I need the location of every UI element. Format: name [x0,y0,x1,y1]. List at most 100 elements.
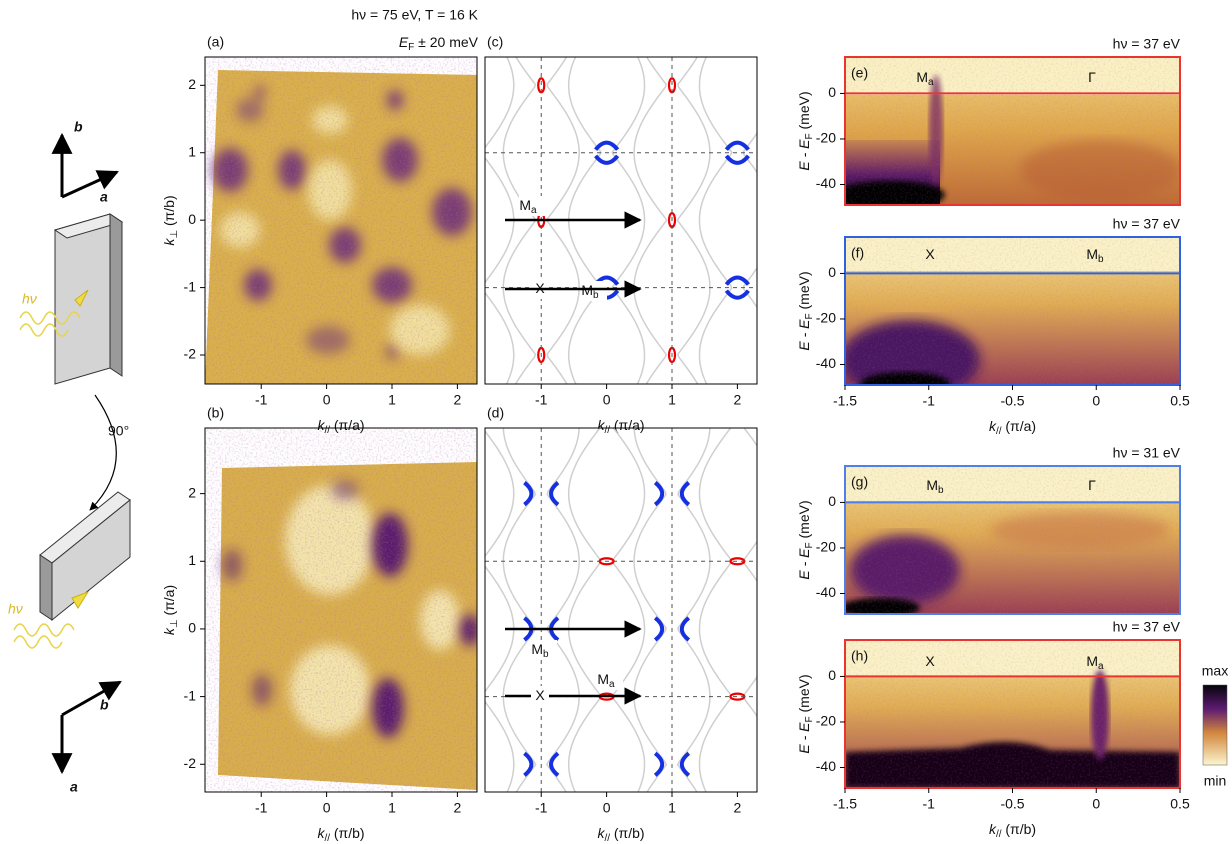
panel-frame [844,56,1181,206]
label-sub: b [593,290,599,301]
label-main: X [925,653,935,669]
heatmap [205,57,477,384]
label-main: k [161,627,177,635]
heatmap [845,466,1180,614]
fermi-contours [485,428,840,792]
heatmap [845,237,1180,385]
label-main: Γ [1088,69,1096,85]
annotation: X [535,687,545,703]
band-contour [765,428,797,792]
x-tick-label: 0 [1092,393,1100,409]
y-tick-label: 0 [828,84,836,100]
electron-pocket [724,275,750,286]
y-tick-label: -1 [184,687,197,703]
y-axis-label: E - EF (meV) [796,500,815,579]
fermi-surface [485,428,840,792]
x-axis-label: k// (π/a) [317,417,364,436]
schematic [13,132,131,775]
annotation: Ma [597,671,615,690]
panel-label: (b) [207,405,224,421]
y-tick-label: -20 [816,130,836,146]
label-sub: // [324,833,330,844]
label-sub: ⊥ [169,619,180,628]
label-main: k [317,825,325,841]
y-axis-label: E - EF (meV) [796,271,815,350]
label-main: M [531,641,543,657]
label-sub: a [928,77,934,88]
label-main: k [989,821,997,837]
x-tick-label: 2 [453,800,461,816]
x-tick-label: -1 [255,392,268,408]
x-tick-label: -1 [535,392,548,408]
label-sub: // [996,426,1002,437]
y-tick-label: -2 [184,755,197,771]
photon-label: hν [22,291,37,307]
band-contour [765,57,798,384]
panel-label: (c) [487,34,503,50]
y-axis-label: k⊥ (π/a) [161,585,180,635]
label-main: X [925,246,935,262]
x-axis-label: k// (π/b) [989,821,1036,840]
panel-label: (a) [207,34,224,50]
electron-pocket [679,481,691,507]
label-unit: (π/a) [161,585,177,620]
y-tick-label: -40 [816,758,836,774]
y-axis-label: k⊥ (π/b) [161,195,180,245]
label-unit: (π/b) [330,825,365,841]
y-tick-label: -20 [816,713,836,729]
label-main: k [317,417,325,433]
electron-pocket [724,289,750,300]
x-tick-label: 0 [1092,796,1100,812]
annotation-bg [597,670,623,690]
label-unit: (π/b) [1002,821,1037,837]
axis-label: b [74,119,83,135]
label-unit: (meV) [796,500,812,542]
x-axis-label: k// (π/a) [597,417,644,436]
label-sub: ⊥ [169,230,180,239]
header-line2: EF ± 20 meV [399,34,479,53]
label-unit: (π/a) [610,417,645,433]
label-unit: (π/b) [610,825,645,841]
panel-frame [484,427,758,793]
panel-frame [844,465,1181,615]
band-contour [808,428,840,792]
x-tick-label: 0 [603,800,611,816]
label-main: E - E [796,139,812,171]
x-axis-label: k// (π/b) [317,825,364,844]
heatmap [205,428,477,792]
x-tick-label: 1 [668,392,676,408]
y-tick-label: -2 [184,346,197,362]
label-unit: (meV) [796,271,812,313]
electron-pocket [653,751,665,777]
colorbar-max: max [1202,663,1228,679]
panel-title: hν = 37 eV [1113,216,1181,232]
electron-pocket [523,751,534,777]
x-tick-label: 0 [603,392,611,408]
electron-pocket [653,481,665,507]
axis-label: a [70,779,78,795]
label-sub: a [531,205,537,216]
fermi-contours [485,57,798,384]
annotation: Mb [1086,246,1104,265]
arrows [505,211,642,705]
label-main: X [535,687,545,703]
x-tick-label: 2 [733,392,741,408]
annotation-bg [519,196,545,216]
label-sub: // [996,829,1002,840]
y-tick-label: 1 [188,143,196,159]
annotation: Ma [1086,653,1104,672]
y-tick-label: 2 [188,484,196,500]
x-axis-label: k// (π/a) [989,418,1036,437]
x-tick-label: 1 [388,800,396,816]
label-sub: a [609,679,615,690]
label-main: k [161,238,177,246]
panel-title: hν = 37 eV [1113,36,1181,52]
x-tick-label: -1 [923,393,936,409]
electron-pocket [724,140,750,151]
x-tick-label: -1 [923,796,936,812]
label-unit: (meV) [796,91,812,133]
band-contour [611,57,646,384]
y-tick-label: -40 [816,355,836,371]
electron-pocket [594,140,620,151]
